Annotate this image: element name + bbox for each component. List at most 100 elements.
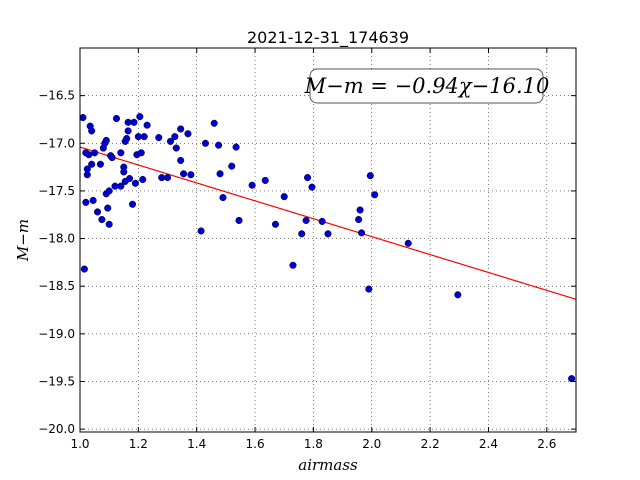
data-point bbox=[177, 125, 185, 133]
data-point bbox=[324, 230, 332, 238]
data-point bbox=[454, 291, 462, 299]
data-point bbox=[98, 215, 106, 224]
data-point bbox=[117, 182, 125, 190]
data-point bbox=[171, 133, 179, 141]
x-tick-label: 2.2 bbox=[421, 437, 440, 451]
x-tick-label: 1.0 bbox=[70, 437, 89, 451]
data-point bbox=[139, 175, 147, 184]
data-point bbox=[96, 160, 104, 168]
data-point bbox=[79, 114, 87, 122]
x-tick-label: 1.8 bbox=[304, 437, 323, 451]
data-point bbox=[137, 149, 145, 157]
data-point bbox=[356, 206, 364, 214]
data-point bbox=[136, 113, 144, 121]
y-tick-label: −20.0 bbox=[38, 422, 75, 436]
data-point bbox=[355, 215, 363, 224]
data-point bbox=[235, 216, 243, 225]
x-tick-label: 1.6 bbox=[246, 437, 265, 451]
data-point bbox=[89, 196, 97, 205]
data-point bbox=[155, 134, 163, 142]
data-point bbox=[88, 127, 96, 135]
data-point bbox=[371, 191, 379, 199]
data-point bbox=[166, 137, 174, 145]
y-tick-label: −19.0 bbox=[38, 327, 75, 341]
fit-annotation: M−m = −0.94χ−16.10 bbox=[304, 68, 550, 104]
data-point bbox=[80, 265, 88, 273]
data-point bbox=[404, 239, 412, 247]
data-point bbox=[163, 174, 172, 182]
data-point bbox=[104, 204, 112, 212]
y-tick-label: −16.5 bbox=[38, 89, 75, 103]
data-point bbox=[130, 118, 138, 126]
y-tick-label: −19.5 bbox=[38, 374, 75, 388]
data-point bbox=[232, 143, 240, 151]
data-point bbox=[126, 174, 134, 183]
data-point bbox=[131, 179, 139, 187]
plot-frame bbox=[79, 47, 577, 433]
data-point bbox=[177, 156, 185, 164]
x-tick-label: 1.2 bbox=[129, 437, 148, 451]
data-point bbox=[219, 194, 227, 202]
data-point bbox=[83, 165, 91, 173]
data-point bbox=[308, 183, 316, 191]
data-point bbox=[358, 229, 366, 237]
data-point bbox=[105, 220, 113, 228]
data-point bbox=[304, 174, 312, 182]
data-point bbox=[102, 136, 110, 144]
data-point bbox=[298, 230, 306, 238]
data-point bbox=[302, 216, 310, 225]
data-point bbox=[228, 162, 236, 170]
fit-line bbox=[79, 146, 577, 300]
x-tick-label: 2.6 bbox=[537, 437, 556, 451]
data-point bbox=[261, 176, 269, 184]
x-tick-label: 2.0 bbox=[362, 437, 381, 451]
data-point bbox=[105, 187, 113, 195]
data-point bbox=[215, 141, 223, 149]
annotation-text: M−m = −0.94χ−16.10 bbox=[304, 74, 550, 98]
data-point bbox=[128, 200, 137, 208]
y-tick-label: −18.5 bbox=[38, 279, 75, 293]
y-tick-label: −17.0 bbox=[38, 136, 75, 150]
x-tick-label: 2.4 bbox=[479, 437, 498, 451]
data-point bbox=[88, 160, 96, 168]
data-point bbox=[91, 149, 99, 157]
x-tick-label: 1.4 bbox=[187, 437, 206, 451]
data-point bbox=[184, 130, 192, 138]
data-point bbox=[280, 193, 288, 201]
data-point bbox=[117, 149, 125, 157]
data-point bbox=[172, 144, 180, 152]
data-point bbox=[187, 171, 195, 179]
axis-ticks: 1.0 1.2 1.4 1.6 1.8 2.0 2.2 2.4 2.6 −16.5 −17.0 −17… bbox=[38, 48, 576, 451]
data-point bbox=[210, 119, 218, 127]
data-point bbox=[108, 154, 116, 162]
data-point bbox=[124, 127, 132, 135]
data-point bbox=[82, 198, 90, 206]
data-point bbox=[366, 172, 374, 180]
data-point bbox=[216, 170, 224, 178]
plot-area bbox=[80, 48, 576, 432]
data-point bbox=[248, 181, 256, 189]
data-point bbox=[197, 227, 205, 235]
data-point bbox=[120, 168, 128, 176]
data-point bbox=[140, 133, 148, 141]
annotation-box bbox=[309, 68, 544, 104]
data-point bbox=[180, 170, 188, 178]
data-point bbox=[271, 220, 280, 228]
chart-title: 2021-12-31_174639 bbox=[247, 28, 409, 48]
grid bbox=[79, 48, 576, 432]
data-point bbox=[318, 217, 326, 225]
data-point bbox=[93, 208, 102, 216]
y-axis-label: M−m bbox=[14, 219, 32, 262]
y-tick-label: −18.0 bbox=[38, 232, 75, 246]
data-point bbox=[289, 261, 297, 269]
data-point bbox=[112, 114, 121, 123]
data-point bbox=[143, 121, 151, 129]
data-point bbox=[365, 285, 373, 293]
data-point bbox=[201, 139, 210, 147]
data-point bbox=[123, 134, 131, 143]
y-tick-label: −17.5 bbox=[38, 184, 75, 198]
data-point bbox=[568, 375, 576, 383]
data-points bbox=[79, 113, 576, 383]
x-axis-label: airmass bbox=[298, 456, 358, 474]
